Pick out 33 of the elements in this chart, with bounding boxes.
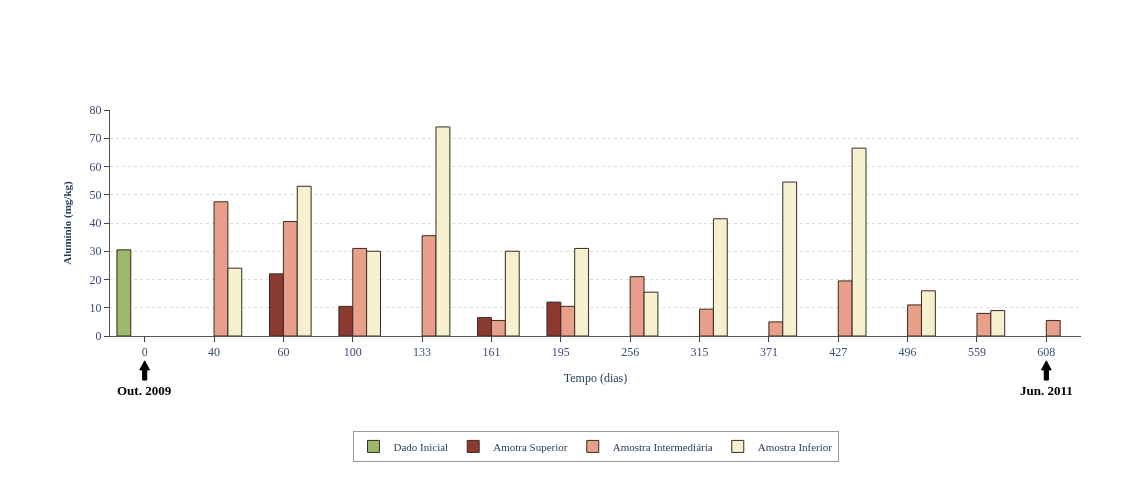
y-tick-label: 50	[89, 187, 102, 202]
x-tick-label: 195	[551, 345, 570, 360]
y-tick-label: 40	[89, 216, 102, 231]
legend-label: Amostra Inferior	[757, 440, 833, 453]
x-tick-label: 608	[1037, 345, 1056, 360]
legend-label: Amotra Superior	[493, 440, 568, 453]
y-tick-label: 60	[89, 159, 102, 174]
y-tick-label: 20	[89, 272, 102, 287]
y-tick-label: 0	[95, 329, 102, 344]
text: Jun. 2011	[1020, 383, 1073, 398]
y-tick-label: 30	[89, 244, 102, 259]
x-tick-label: 40	[208, 345, 221, 360]
x-tick-label: 559	[967, 345, 986, 360]
y-tick-label: 70	[89, 131, 102, 146]
bar	[1045, 319, 1061, 336]
text: Out. 2009	[117, 383, 172, 398]
x-tick-label: 60	[277, 345, 290, 360]
x-tick-label: 496	[898, 345, 917, 360]
y-tick-label: 80	[89, 103, 102, 118]
y-tick-label: 10	[89, 300, 102, 315]
x-tick-label: 161	[482, 345, 501, 360]
x-tick-label: 371	[759, 345, 778, 360]
x-tick-label: 100	[343, 345, 362, 360]
x-tick-label: 0	[141, 345, 148, 360]
x-axis-title: Tempo (dias)	[563, 371, 628, 386]
y-axis-title: Alumínio (mg/kg)	[61, 180, 75, 265]
x-tick-label: 256	[621, 345, 640, 360]
legend-label: Dado Inicial	[393, 440, 449, 453]
x-tick-label: 315	[690, 345, 709, 360]
x-tick-label: 133	[413, 345, 432, 360]
x-tick-label: 427	[829, 345, 848, 360]
bar	[116, 249, 132, 336]
legend-label: Amostra Intermediária	[612, 440, 713, 453]
